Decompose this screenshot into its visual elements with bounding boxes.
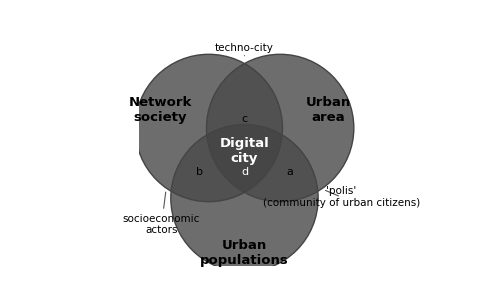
Circle shape xyxy=(206,54,354,202)
Circle shape xyxy=(171,124,318,272)
Text: Digital
city: Digital city xyxy=(220,137,269,165)
Text: Network
society: Network society xyxy=(129,96,192,123)
Circle shape xyxy=(171,124,318,272)
Circle shape xyxy=(135,54,283,202)
Text: d: d xyxy=(241,167,248,177)
Text: socioeconomic
actors: socioeconomic actors xyxy=(123,192,200,236)
Circle shape xyxy=(206,54,354,202)
Circle shape xyxy=(206,54,354,202)
Text: Urban
area: Urban area xyxy=(306,96,351,123)
Text: c: c xyxy=(242,114,248,124)
Circle shape xyxy=(171,124,318,272)
Text: 'polis'
(community of urban citizens): 'polis' (community of urban citizens) xyxy=(262,186,420,208)
Circle shape xyxy=(135,54,283,202)
Text: techno-city: techno-city xyxy=(215,43,274,56)
Circle shape xyxy=(135,54,283,202)
Text: a: a xyxy=(286,167,293,177)
Text: b: b xyxy=(196,167,203,177)
Text: Urban
populations: Urban populations xyxy=(200,239,289,267)
